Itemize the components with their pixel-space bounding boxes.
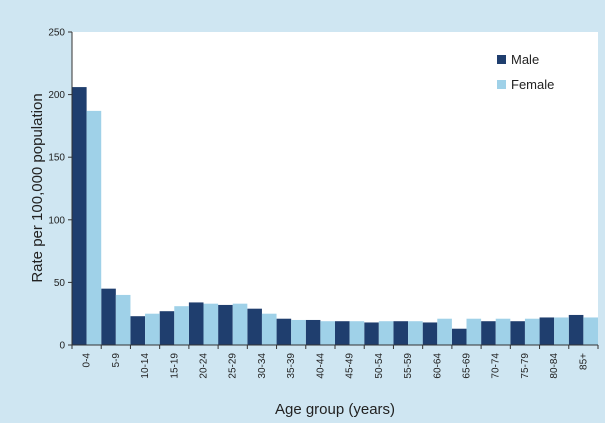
x-tick-label: 35-39 xyxy=(286,353,297,379)
bar-male-65-69 xyxy=(451,328,467,345)
bar-female-50-54 xyxy=(378,321,394,345)
bar-female-75-79 xyxy=(524,318,540,345)
x-tick-label: 0-4 xyxy=(82,353,93,368)
bar-female-55-59 xyxy=(408,321,423,345)
x-tick-label: 60-64 xyxy=(432,353,443,379)
bar-female-25-29 xyxy=(232,303,248,345)
x-tick-label: 65-69 xyxy=(462,353,473,379)
legend-swatch-male xyxy=(497,55,506,64)
x-tick-label: 55-59 xyxy=(403,353,414,379)
y-tick-label: 0 xyxy=(59,341,65,352)
legend: Male Female xyxy=(497,52,554,92)
legend-label-female: Female xyxy=(511,77,554,92)
bar-female-65-69 xyxy=(466,318,482,345)
bar-female-30-34 xyxy=(261,313,277,345)
legend-swatch-female xyxy=(497,80,506,89)
bar-female-45-49 xyxy=(349,321,365,345)
plot-area xyxy=(72,32,598,345)
x-tick-label: 40-44 xyxy=(315,353,326,379)
bar-female-40-44 xyxy=(320,321,335,345)
bars-group xyxy=(72,87,598,345)
x-tick-label: 75-79 xyxy=(520,353,531,379)
bar-female-85+ xyxy=(583,317,598,345)
bar-male-20-24 xyxy=(188,302,204,345)
x-tick-label: 30-34 xyxy=(257,353,268,379)
bar-female-70-74 xyxy=(495,318,511,345)
bar-male-35-39 xyxy=(276,318,292,345)
x-axis-title: Age group (years) xyxy=(275,401,395,418)
y-tick-label: 50 xyxy=(54,278,66,289)
x-tick-label: 5-9 xyxy=(111,353,122,368)
x-tick-label: 20-24 xyxy=(199,353,210,379)
bar-male-25-29 xyxy=(218,304,233,345)
y-tick-label: 150 xyxy=(48,153,65,164)
bar-female-60-64 xyxy=(437,318,452,345)
bar-male-50-54 xyxy=(364,322,379,345)
x-tick-label: 80-84 xyxy=(549,353,560,379)
y-tick-label: 100 xyxy=(48,215,65,226)
bar-male-70-74 xyxy=(481,321,496,345)
bar-female-80-84 xyxy=(554,317,569,345)
legend-label-male: Male xyxy=(511,52,539,67)
y-tick-label: 250 xyxy=(48,28,65,39)
bar-female-35-39 xyxy=(291,319,306,345)
y-axis-title: Rate per 100,000 population xyxy=(29,93,46,282)
bar-female-20-24 xyxy=(203,303,219,345)
bar-male-10-14 xyxy=(130,316,146,345)
x-tick-label: 15-19 xyxy=(169,353,180,379)
bar-male-40-44 xyxy=(305,319,321,345)
bar-male-85+ xyxy=(568,314,584,345)
bar-male-45-49 xyxy=(335,321,350,345)
bar-male-75-79 xyxy=(510,321,525,345)
bar-male-5-9 xyxy=(101,288,116,345)
bar-female-5-9 xyxy=(115,294,131,345)
x-tick-label: 50-54 xyxy=(374,353,385,379)
x-tick-label: 85+ xyxy=(578,353,589,370)
bar-male-55-59 xyxy=(393,321,409,345)
bar-male-15-19 xyxy=(159,311,175,345)
bar-female-10-14 xyxy=(145,313,160,345)
x-ticks-group: 0-4 5-9 10-14 15-19 20-24 25-29 30-34 35-39 40-4… xyxy=(71,345,599,379)
bar-male-0-4 xyxy=(72,87,87,345)
x-tick-label: 45-49 xyxy=(345,353,356,379)
x-tick-label: 10-14 xyxy=(140,353,151,379)
bar-female-0-4 xyxy=(86,110,102,345)
x-tick-label: 70-74 xyxy=(491,353,502,379)
bar-female-15-19 xyxy=(174,306,189,345)
x-tick-label: 25-29 xyxy=(228,353,239,379)
bar-male-60-64 xyxy=(422,322,438,345)
bar-male-80-84 xyxy=(539,317,555,345)
y-ticks-group: 0 50 100 150 200 250 xyxy=(48,28,72,352)
bar-male-30-34 xyxy=(247,308,262,345)
y-tick-label: 200 xyxy=(48,90,65,101)
